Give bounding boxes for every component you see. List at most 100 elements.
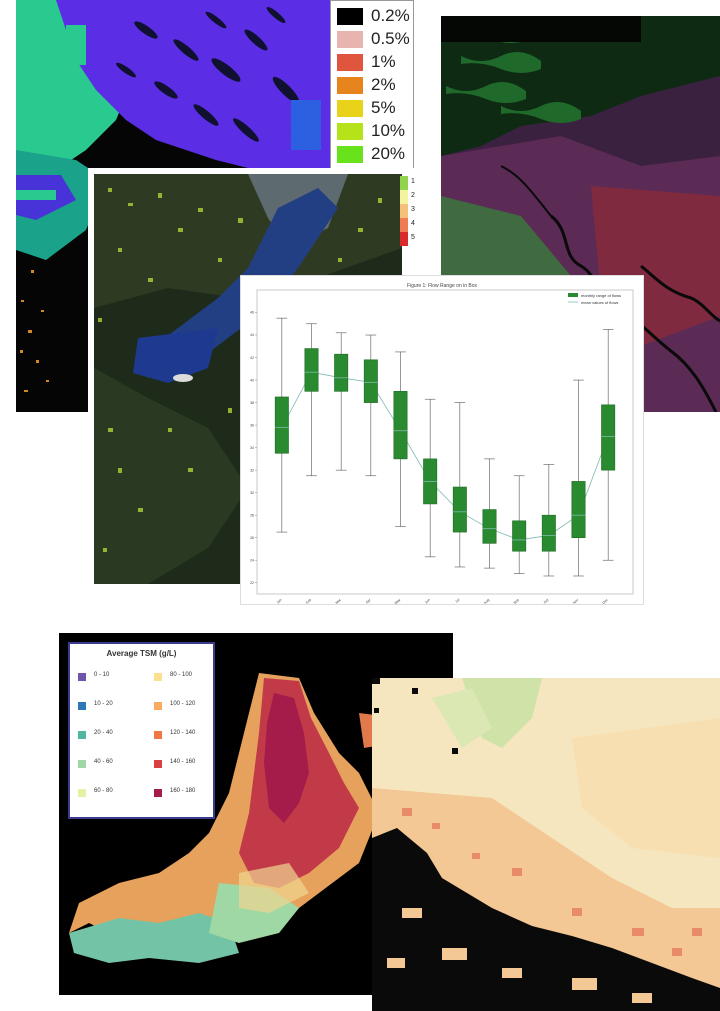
- legend-swatch: [337, 54, 363, 71]
- legend-entry: mean values of flows: [581, 300, 618, 305]
- legend-label: 10%: [371, 121, 406, 140]
- tsm-label: 0 - 10: [94, 672, 110, 678]
- y-tick-label: 30: [250, 491, 254, 495]
- x-tick-label: May: [394, 598, 402, 604]
- class-scale-swatch: [400, 204, 408, 218]
- chart-legend: monthly range of flows mean values of fl…: [568, 293, 621, 305]
- tsm-swatch: [154, 702, 162, 710]
- legend-label: 0.2%: [371, 6, 410, 25]
- x-tick-label: Mar: [335, 597, 343, 604]
- box: [304, 348, 319, 392]
- box: [452, 486, 467, 533]
- legend-item: 20%: [331, 143, 413, 167]
- legend-item: 1%: [331, 51, 413, 75]
- class-scale-label: 1: [411, 178, 415, 185]
- tsm-label: 10 - 20: [94, 701, 113, 707]
- box: [393, 391, 408, 460]
- y-tick-label: 44: [250, 333, 254, 337]
- legend-label: 20%: [371, 144, 406, 163]
- tsm-label: 40 - 60: [94, 759, 113, 765]
- x-tick-label: Aug: [483, 598, 490, 604]
- tsm-swatch: [154, 789, 162, 797]
- tsm-label: 60 - 80: [94, 788, 113, 794]
- tsm-swatch: [78, 673, 86, 681]
- class-scale-label: 3: [411, 206, 415, 213]
- x-tick-label: Dec: [602, 598, 609, 604]
- class-scale-label: 5: [411, 234, 415, 241]
- legend-item: 0.2%: [331, 5, 413, 29]
- x-tick-label: Jun: [424, 598, 431, 604]
- legend-box-swatch: [568, 293, 578, 297]
- box: [274, 396, 289, 454]
- tsm-label: 160 - 180: [170, 788, 196, 794]
- y-tick-label: 22: [250, 581, 254, 585]
- y-tick-label: 34: [250, 446, 254, 450]
- heatmap-image: [372, 678, 720, 1011]
- chart-title: Figure 1: Flow Range on in Box: [407, 283, 478, 289]
- class-scale-swatch: [400, 176, 408, 190]
- tsm-swatch: [154, 760, 162, 768]
- box: [363, 359, 378, 403]
- tsm-swatch: [78, 731, 86, 739]
- legend-swatch: [337, 146, 363, 163]
- legend-swatch: [337, 8, 363, 25]
- legend-swatch: [337, 123, 363, 140]
- plot-frame: [256, 289, 634, 595]
- legend-swatch: [337, 100, 363, 117]
- x-tick-label: Jan: [276, 598, 283, 604]
- tsm-label: 20 - 40: [94, 730, 113, 736]
- legend-entry: monthly range of flows: [581, 293, 621, 298]
- tsm-label: 120 - 140: [170, 730, 196, 736]
- y-tick-label: 46: [250, 311, 254, 315]
- x-tick-label: Nov: [572, 598, 579, 604]
- box: [334, 353, 349, 392]
- y-tick-label: 40: [250, 378, 254, 382]
- class-scale-swatch: [400, 218, 408, 232]
- tsm-swatch: [78, 789, 86, 797]
- box: [541, 514, 556, 552]
- tsm-swatch: [154, 673, 162, 681]
- legend-label: 0.5%: [371, 29, 410, 48]
- boxplot-chart: Figure 1: Flow Range on in Box monthly r…: [250, 283, 634, 604]
- y-tick-label: 28: [250, 513, 254, 517]
- x-tick-label: Feb: [305, 598, 312, 604]
- box: [512, 520, 527, 552]
- tsm-label: 100 - 120: [170, 701, 196, 707]
- tsm-label: 80 - 100: [170, 672, 193, 678]
- tsm-legend-title: Average TSM (g/L): [106, 649, 177, 658]
- box: [601, 404, 616, 471]
- y-tick-label: 32: [250, 468, 254, 472]
- tsm-swatch: [154, 731, 162, 739]
- class-scale-label: 2: [411, 192, 415, 199]
- boxplot-panel: Figure 1: Flow Range on in Box monthly r…: [240, 275, 644, 605]
- box: [571, 481, 586, 539]
- legend-swatch: [337, 77, 363, 94]
- class-scale-label: 4: [411, 220, 415, 227]
- class-scale-swatch: [400, 190, 408, 204]
- y-tick-label: 38: [250, 401, 254, 405]
- legend-label: 1%: [371, 52, 396, 71]
- box: [482, 509, 497, 544]
- x-tick-label: Oct: [543, 598, 550, 604]
- y-tick-label: 36: [250, 423, 254, 427]
- legend-label: 5%: [371, 98, 396, 117]
- legend-item: 5%: [331, 97, 413, 121]
- tsm-swatch: [78, 760, 86, 768]
- legend-item: 2%: [331, 74, 413, 98]
- class-scale-swatch: [400, 232, 408, 246]
- legend-item: 10%: [331, 120, 413, 144]
- y-tick-label: 26: [250, 536, 254, 540]
- tsm-legend: Average TSM (g/L) 0 - 10 10 - 20 20 - 40…: [68, 642, 215, 819]
- tsm-label: 140 - 160: [170, 759, 196, 765]
- legend-label: 2%: [371, 75, 396, 94]
- class-scale: 1 2 3 4 5: [400, 176, 416, 248]
- y-tick-label: 24: [250, 558, 254, 562]
- tsm-swatch: [78, 702, 86, 710]
- y-tick-label: 42: [250, 356, 254, 360]
- mean-trend-line: [281, 371, 609, 541]
- legend-swatch: [337, 31, 363, 48]
- heatmap-panel: [372, 678, 720, 1011]
- x-tick-label: Jul: [455, 598, 461, 604]
- x-tick-label: Sep: [513, 598, 520, 604]
- x-tick-label: Apr: [365, 597, 372, 604]
